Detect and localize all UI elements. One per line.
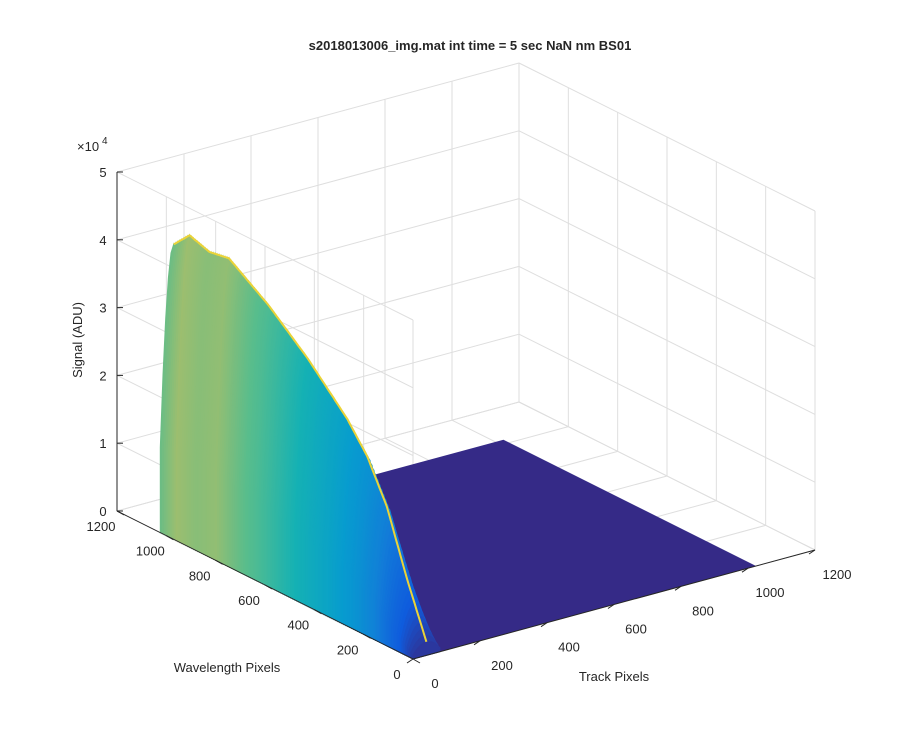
x-tick-label: 600 xyxy=(625,622,647,637)
x-tick xyxy=(540,622,548,628)
x-tick-label: 0 xyxy=(431,676,438,691)
backwall-gridline-z xyxy=(116,130,520,241)
x-tick-label: 1000 xyxy=(756,585,785,600)
y-tick xyxy=(264,584,273,590)
y-tick xyxy=(314,609,322,615)
z-exponent-base: ×10 xyxy=(77,139,99,154)
z-tick-label: 2 xyxy=(99,368,106,383)
y-tick xyxy=(412,658,421,664)
z-tick-label: 1 xyxy=(99,436,106,451)
x-tick xyxy=(741,567,749,573)
x-tick-label: 200 xyxy=(491,658,513,673)
y-tick xyxy=(215,559,223,565)
y-tick-label: 800 xyxy=(189,568,211,583)
z-tick-label: 0 xyxy=(99,504,106,519)
x-tick-label: 1200 xyxy=(823,567,852,582)
y-tick-label: 600 xyxy=(238,593,260,608)
surface-layer xyxy=(159,233,757,660)
rightwall-gridline-z xyxy=(518,401,816,551)
x-tick xyxy=(674,585,682,591)
y-tick xyxy=(363,633,371,639)
z-tick-label: 3 xyxy=(99,301,106,316)
rightwall-gridline-z xyxy=(518,265,816,415)
backwall-gridline-z xyxy=(116,62,520,173)
rightwall-gridline-z xyxy=(518,62,816,212)
z-exponent: ×10 4 xyxy=(77,136,108,154)
z-tick-label: 5 xyxy=(99,165,106,180)
rightwall-gridline-z xyxy=(518,130,816,280)
leftwall-gridline-z xyxy=(116,171,414,321)
z-tick-label: 4 xyxy=(99,233,106,248)
y-axis-label: Wavelength Pixels xyxy=(174,660,281,675)
y-tick-label: 1000 xyxy=(136,544,165,559)
z-exponent-power: 4 xyxy=(102,136,108,147)
signal-slice xyxy=(412,640,441,660)
x-tick xyxy=(607,604,615,609)
y-tick-label: 400 xyxy=(287,618,309,633)
y-tick xyxy=(166,535,174,541)
x-tick xyxy=(473,640,481,646)
x-tick-label: 400 xyxy=(558,640,580,655)
y-tick-label: 200 xyxy=(337,642,359,657)
z-axis-label: Signal (ADU) xyxy=(70,302,85,378)
x-axis-label: Track Pixels xyxy=(579,669,650,684)
y-tick-label: 1200 xyxy=(87,519,116,534)
rightwall-gridline-z xyxy=(518,333,816,483)
signal-ridge xyxy=(173,234,428,643)
chart-title: s2018013006_img.mat int time = 5 sec NaN… xyxy=(309,38,632,53)
x-tick xyxy=(406,658,414,664)
x-tick xyxy=(808,549,816,555)
y-tick-label: 0 xyxy=(393,667,400,682)
x-tick-label: 800 xyxy=(692,603,714,618)
axis-layer: 0123450200400600800100012000200400600800… xyxy=(87,165,852,691)
y-tick xyxy=(116,510,125,516)
rightwall-gridline-z xyxy=(518,198,816,348)
